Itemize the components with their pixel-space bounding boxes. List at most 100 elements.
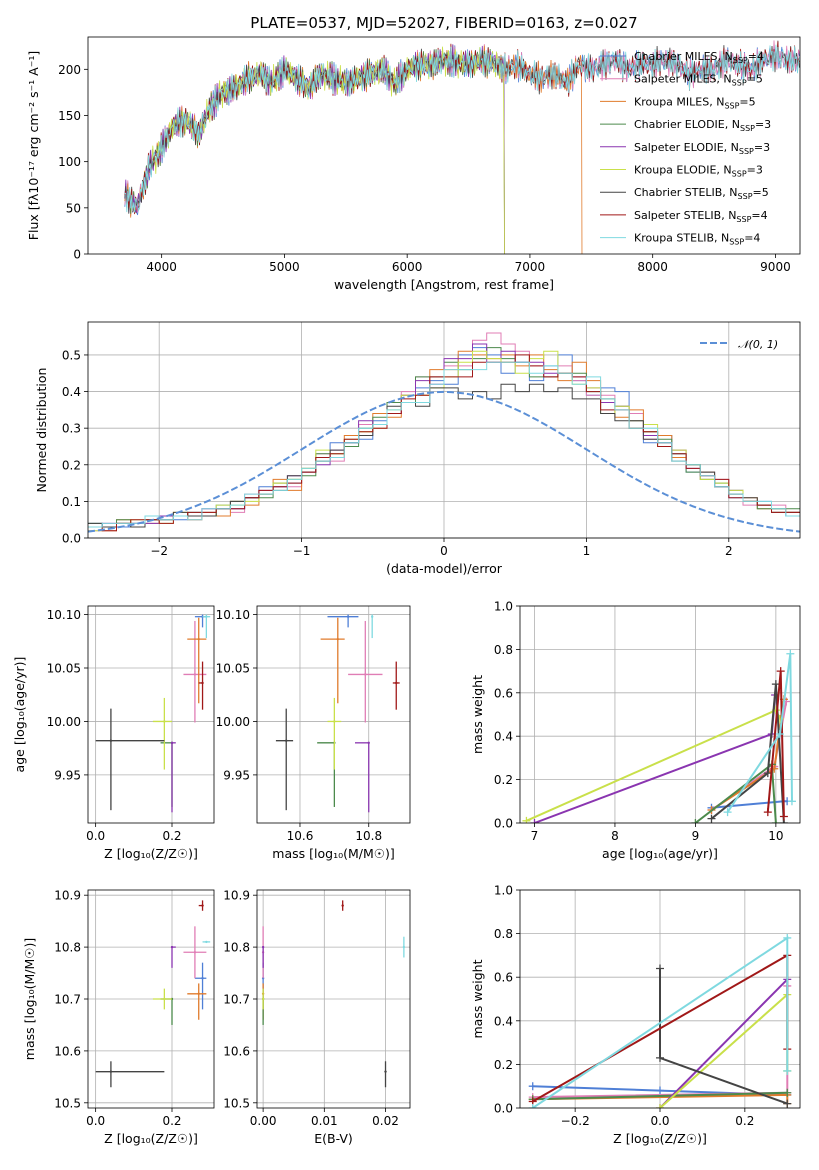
mass-weight-vs-age-panel: 7 8 9 10 0.0 0.2 0.4 0.6 0.8 1.0 age [log₁₀(age/yr… (470, 600, 801, 861)
point-kroupa-stelib (370, 615, 374, 618)
errorbar-salpeter-elodie (354, 741, 370, 813)
y-tick-label: 0 (73, 248, 81, 262)
errorbar-kroupa-elodie (152, 988, 172, 1010)
axes-frame (87, 605, 215, 824)
y-tick-label: 0.2 (494, 773, 513, 787)
legend-label-chabrier-miles: Chabrier MILES, NSSP=4 (634, 50, 764, 65)
spectrum-panel: 4000 5000 6000 7000 8000 9000 0 50 100 150 200 wave… (26, 36, 801, 292)
y-axis-label: mass weight (470, 959, 485, 1038)
point-chabrier-miles (346, 615, 350, 618)
errorbar-salpeter-miles (348, 620, 383, 723)
y-tick-label: 10.8 (223, 941, 250, 955)
mass-vs-metallicity-panel: 0.0 0.2 10.5 10.6 10.7 10.8 10.9 Z [log₁₀(Z/Z☉)… (22, 889, 215, 1146)
x-tick-label: −0.2 (561, 1114, 590, 1128)
histogram-kroupa-stelib (88, 361, 800, 528)
weight-line-kroupa-elodie (659, 992, 789, 1108)
errorbar-kroupa-stelib (370, 614, 374, 639)
y-tick-label: 10.6 (54, 1044, 81, 1058)
weight-line-chabrier-elodie (532, 1091, 788, 1101)
y-tick-label: 0.4 (494, 730, 513, 744)
plot-area (95, 900, 211, 1088)
errorbar-kroupa-stelib (202, 940, 211, 944)
point-salpeter-miles (193, 951, 197, 954)
plot-area (275, 614, 400, 813)
x-tick-label: 0.00 (250, 1114, 277, 1128)
age-vs-metallicity-panel: 0.0 0.2 9.95 10.00 10.05 10.10 Z [log₁₀(Z/Z☉)]… (12, 605, 215, 861)
x-tick-label: 0 (440, 544, 448, 558)
weight-marker-kroupa-stelib (787, 797, 796, 806)
point-kroupa-miles (197, 637, 200, 641)
point-chabrier-stelib (285, 739, 288, 742)
x-axis-label: Z [log₁₀(Z/Z☉)] (613, 1131, 707, 1146)
x-tick-label: 4000 (146, 260, 177, 274)
plot-area (522, 649, 796, 823)
x-tick-label: −2 (150, 544, 168, 558)
mass-weight-vs-metallicity-panel: −0.2 0.0 0.2 0.0 0.2 0.4 0.6 0.8 1.0 Z [log₁₀(Z/Z… (470, 884, 801, 1146)
weight-line-chabrier-stelib (659, 968, 788, 1105)
weight-marker-chabrier-elodie (783, 1088, 792, 1097)
errorbar-salpeter-stelib (198, 900, 204, 911)
errorbar-kroupa-miles (187, 983, 207, 1020)
point-salpeter-stelib (201, 904, 204, 907)
legend-label-kroupa-miles: Kroupa MILES, NSSP=5 (634, 95, 756, 110)
y-tick-label: 10.6 (223, 1044, 250, 1058)
y-tick-label: 0.0 (62, 532, 81, 546)
x-tick-label: 0.0 (86, 1114, 105, 1128)
y-tick-label: 0.3 (62, 422, 81, 436)
x-tick-label: 0.01 (311, 1114, 338, 1128)
plot-area (88, 332, 800, 533)
weight-marker-kroupa-stelib (528, 1104, 537, 1108)
weight-marker-kroupa-stelib (786, 649, 795, 658)
age-vs-mass-panel: 10.6 10.8 9.95 10.00 10.05 10.10 mass [log₁₀(M… (216, 605, 411, 861)
point-salpeter-miles (364, 673, 367, 676)
x-tick-label: 9000 (760, 260, 791, 274)
legend-label-kroupa-stelib: Kroupa STELIB, NSSP=4 (634, 232, 760, 247)
y-tick-label: 0.4 (62, 385, 81, 399)
y-tick-label: 10.9 (54, 889, 81, 903)
x-tick-label: 8000 (637, 260, 668, 274)
errorbar-chabrier-elodie (160, 741, 174, 807)
errorbar-salpeter-elodie (170, 945, 176, 968)
weight-line-salpeter-elodie (659, 978, 789, 1108)
y-tick-label: 9.95 (54, 768, 81, 782)
y-tick-label: 0.0 (494, 817, 513, 831)
y-axis-label: Normed distribution (34, 368, 49, 493)
y-tick-label: 1.0 (494, 884, 513, 898)
x-tick-label: 10 (768, 829, 783, 843)
x-axis-label: age [log₁₀(age/yr)] (602, 846, 718, 861)
weight-marker-kroupa-stelib (723, 808, 732, 817)
weight-marker-kroupa-elodie (522, 816, 531, 823)
normal-distribution-curve (88, 390, 800, 533)
errorbar-salpeter-elodie (170, 741, 176, 813)
weight-marker-chabrier-stelib (656, 1053, 664, 1062)
x-axis-label: Z [log₁₀(Z/Z☉)] (104, 1131, 198, 1146)
x-axis-label: E(B-V) (314, 1131, 353, 1146)
x-tick-label: 2 (725, 544, 733, 558)
x-tick-label: 1 (583, 544, 591, 558)
errorbar-chabrier-stelib (95, 1061, 165, 1088)
y-tick-label: 1.0 (494, 600, 513, 614)
y-tick-label: 10.05 (216, 662, 250, 676)
errorbar-chabrier-miles (327, 614, 359, 628)
legend-label-salpeter-stelib: Salpeter STELIB, NSSP=4 (634, 209, 768, 224)
weight-marker-salpeter-stelib (776, 667, 785, 676)
spectrum-legend: Chabrier MILES, NSSP=4 Salpeter MILES, NS… (600, 50, 771, 247)
x-tick-label: 5000 (269, 260, 300, 274)
x-tick-label: 0.2 (162, 1114, 181, 1128)
y-tick-label: 10.5 (54, 1096, 81, 1110)
weight-marker-salpeter-elodie (530, 819, 539, 823)
histogram-salpeter-stelib (88, 354, 800, 532)
x-tick-label: 10.8 (355, 829, 382, 843)
weight-marker-salpeter-stelib (779, 812, 788, 821)
x-tick-label: 0.0 (86, 829, 105, 843)
y-tick-label: 10.10 (47, 608, 81, 622)
point-salpeter-elodie (367, 741, 370, 745)
mass-vs-ebv-panel: 0.00 0.01 0.02 10.5 10.6 10.7 10.8 10.9 E(B-V) (223, 889, 411, 1146)
point-kroupa-elodie (163, 997, 166, 1001)
figure-title: PLATE=0537, MJD=52027, FIBERID=0163, z=0… (250, 14, 637, 32)
point-salpeter-elodie (170, 945, 174, 949)
y-tick-label: 10.10 (216, 608, 250, 622)
x-tick-label: 8 (611, 829, 619, 843)
x-tick-label: 0.02 (372, 1114, 399, 1128)
